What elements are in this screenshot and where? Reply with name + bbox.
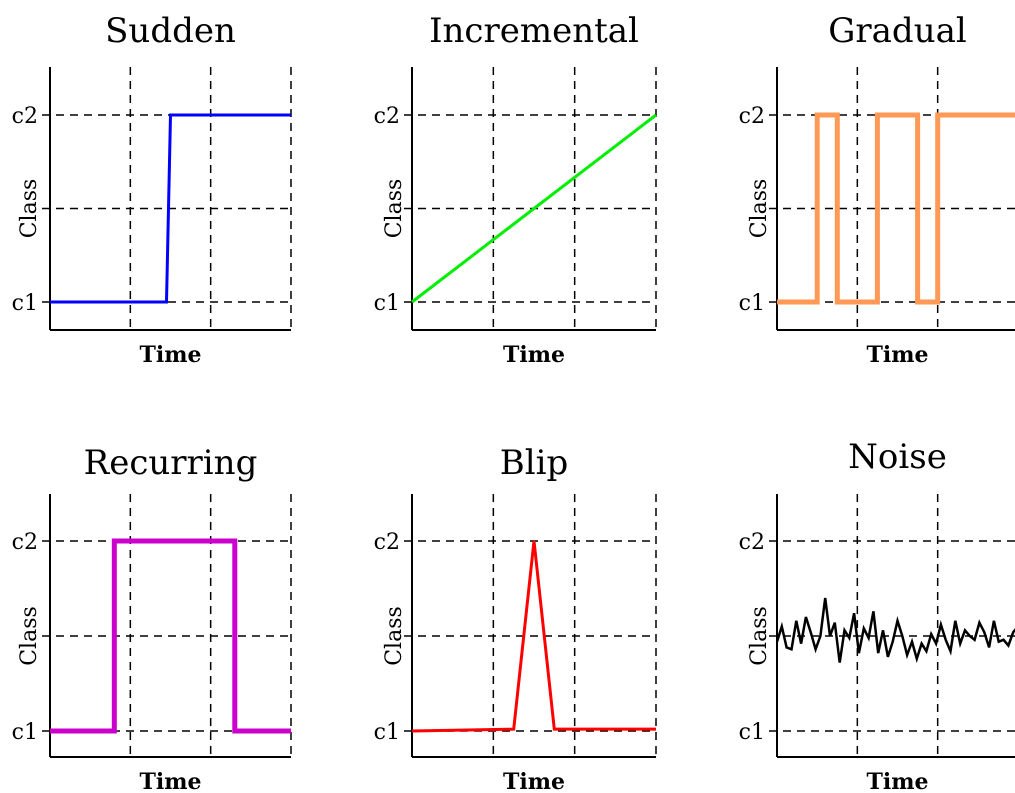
- incremental-title: Incremental: [429, 11, 639, 51]
- noise-xlabel: Time: [866, 769, 928, 793]
- gradual-title: Gradual: [828, 11, 967, 51]
- incremental-tick-c2: c2: [374, 104, 400, 129]
- recurring-title: Recurring: [84, 443, 258, 483]
- noise-title: Noise: [848, 437, 947, 477]
- gradual-xlabel: Time: [866, 342, 928, 368]
- blip-series-line: [411, 540, 656, 733]
- noise-tick-c1: c1: [739, 720, 765, 745]
- incremental-series-line: [411, 113, 657, 304]
- blip-title: Blip: [500, 443, 569, 483]
- gradual-ylabel: Class: [747, 179, 772, 239]
- recurring-tick-c1: c1: [12, 720, 38, 745]
- blip-xlabel: Time: [503, 769, 565, 793]
- sudden-tick-c1: c1: [12, 291, 38, 316]
- sudden-title: Sudden: [105, 11, 236, 51]
- sudden-ylabel: Class: [17, 179, 42, 239]
- gradual-tick-c2: c2: [739, 104, 765, 129]
- noise-tick-c2: c2: [739, 530, 765, 555]
- recurring-tick-c2: c2: [12, 530, 38, 555]
- sudden-xlabel: Time: [139, 342, 201, 368]
- blip-tick-c1: c1: [374, 720, 400, 745]
- incremental-xlabel: Time: [503, 342, 565, 368]
- blip-tick-c2: c2: [374, 530, 400, 555]
- gradual-tick-c1: c1: [739, 291, 765, 316]
- noise-series-line: [775, 597, 1015, 664]
- noise-ylabel: Class: [747, 606, 772, 666]
- incremental-tick-c1: c1: [374, 291, 400, 316]
- gradual-series-line: [777, 112, 1015, 305]
- recurring-xlabel: Time: [139, 769, 201, 793]
- blip-ylabel: Class: [382, 606, 407, 666]
- sudden-series-line: [50, 113, 291, 304]
- recurring-ylabel: Class: [17, 606, 42, 666]
- sudden-tick-c2: c2: [12, 104, 38, 129]
- incremental-ylabel: Class: [382, 179, 407, 239]
- recurring-series-line: [50, 538, 291, 734]
